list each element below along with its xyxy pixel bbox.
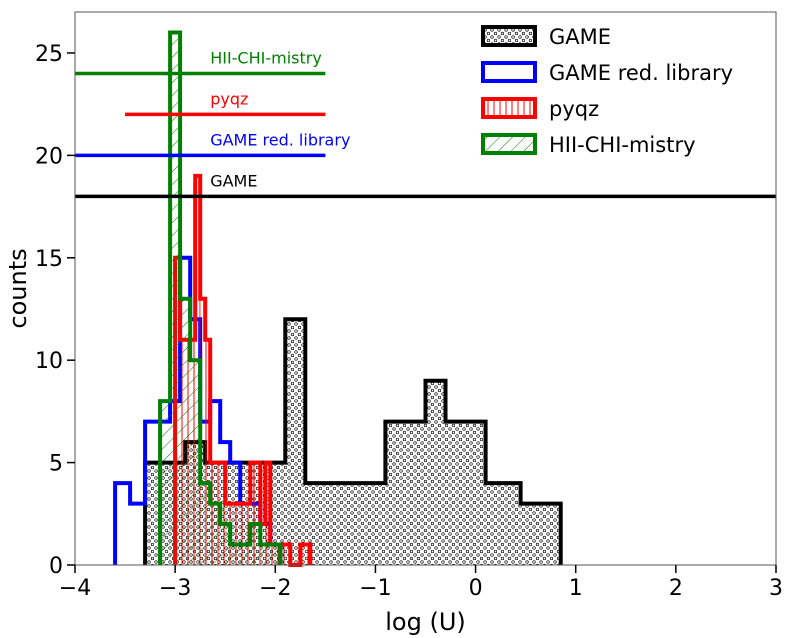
bar-pyqz [200, 298, 206, 565]
x-tick-label: 2 [669, 576, 683, 601]
y-tick-label: 5 [49, 452, 63, 477]
bar-hcm [240, 544, 251, 565]
plot-frame [74, 11, 777, 566]
bar-game [540, 503, 561, 565]
legend-item-hcm: HII-CHI-mistry [481, 133, 696, 157]
x-tick-label: −3 [159, 576, 191, 601]
x-tick-label: −4 [59, 576, 91, 601]
bar-hcm [160, 401, 171, 565]
bar-pyqz [205, 339, 211, 565]
legend-label-game_red: GAME red. library [549, 61, 733, 85]
legend-swatch-hcm [481, 133, 537, 155]
bar-hcm [190, 360, 201, 565]
y-axis-label: counts [4, 248, 32, 328]
bar-game [405, 421, 426, 565]
bar-game [285, 319, 306, 565]
bar-pyqz [280, 544, 291, 565]
legend-item-game: GAME [481, 25, 611, 49]
bar-hcm [220, 524, 231, 565]
reference-label-game: GAME [210, 171, 257, 190]
bar-game_red [115, 483, 130, 565]
x-tick-label: −2 [259, 576, 291, 601]
bar-game [345, 483, 366, 565]
y-tick-label: 25 [35, 42, 63, 67]
bar-game [425, 380, 446, 565]
legend-item-game_red: GAME red. library [481, 61, 733, 85]
y-tick-label: 20 [35, 144, 63, 169]
bar-hcm [210, 503, 221, 565]
bar-pyqz [265, 462, 271, 565]
bar-pyqz [250, 462, 261, 565]
reference-label-hcm: HII-CHI-mistry [210, 48, 322, 67]
bar-game [500, 483, 521, 565]
bar-hcm [170, 32, 181, 565]
y-tick-label: 10 [35, 349, 63, 374]
legend-label-pyqz: pyqz [549, 97, 599, 121]
bar-pyqz [300, 544, 311, 565]
y-tick-label: 15 [35, 247, 63, 272]
x-axis-label: log (U) [385, 608, 466, 636]
bar-game [485, 483, 501, 565]
legend-swatch-game_red [481, 61, 537, 83]
bar-pyqz [235, 503, 241, 565]
bar-hcm [180, 298, 191, 565]
bar-game [445, 421, 466, 565]
x-tick-label: 3 [769, 576, 783, 601]
legend-label-game: GAME [549, 25, 611, 49]
x-tick-label: 1 [569, 576, 583, 601]
bar-pyqz [240, 503, 251, 565]
reference-lines: HII-CHI-mistry pyqz GAME red. library GAME [75, 48, 776, 199]
histogram-series [113, 30, 563, 567]
axes: −4 −3 −2 −1 0 1 2 3 0 5 10 15 20 25 [35, 42, 783, 601]
legend-swatch-pyqz [481, 97, 537, 119]
reference-label-pyqz: pyqz [210, 89, 248, 108]
outline-pyqz [173, 173, 313, 567]
bar-hcm [270, 544, 281, 565]
x-tick-label: −1 [359, 576, 391, 601]
series-hcm [158, 30, 283, 565]
legend-swatch-game [481, 25, 537, 47]
outline-hcm [158, 30, 283, 565]
bar-game [365, 483, 386, 565]
bar-hcm [260, 544, 271, 565]
x-tick-label: 0 [469, 576, 483, 601]
bar-game_red [130, 504, 145, 565]
bar-pyqz [220, 462, 226, 565]
bar-hcm [200, 483, 211, 565]
legend: GAME GAME red. library pyqz HII-CHI-mistry [481, 25, 733, 157]
bar-game [325, 483, 346, 565]
y-tick-label: 0 [49, 554, 63, 579]
bar-game [465, 421, 486, 565]
legend-label-hcm: HII-CHI-mistry [549, 133, 696, 157]
bar-hcm [230, 544, 241, 565]
bar-game [385, 421, 406, 565]
reference-label-game_red: GAME red. library [210, 130, 350, 149]
bar-game [520, 503, 541, 565]
legend-item-pyqz: pyqz [481, 97, 599, 121]
bar-hcm [250, 524, 261, 565]
